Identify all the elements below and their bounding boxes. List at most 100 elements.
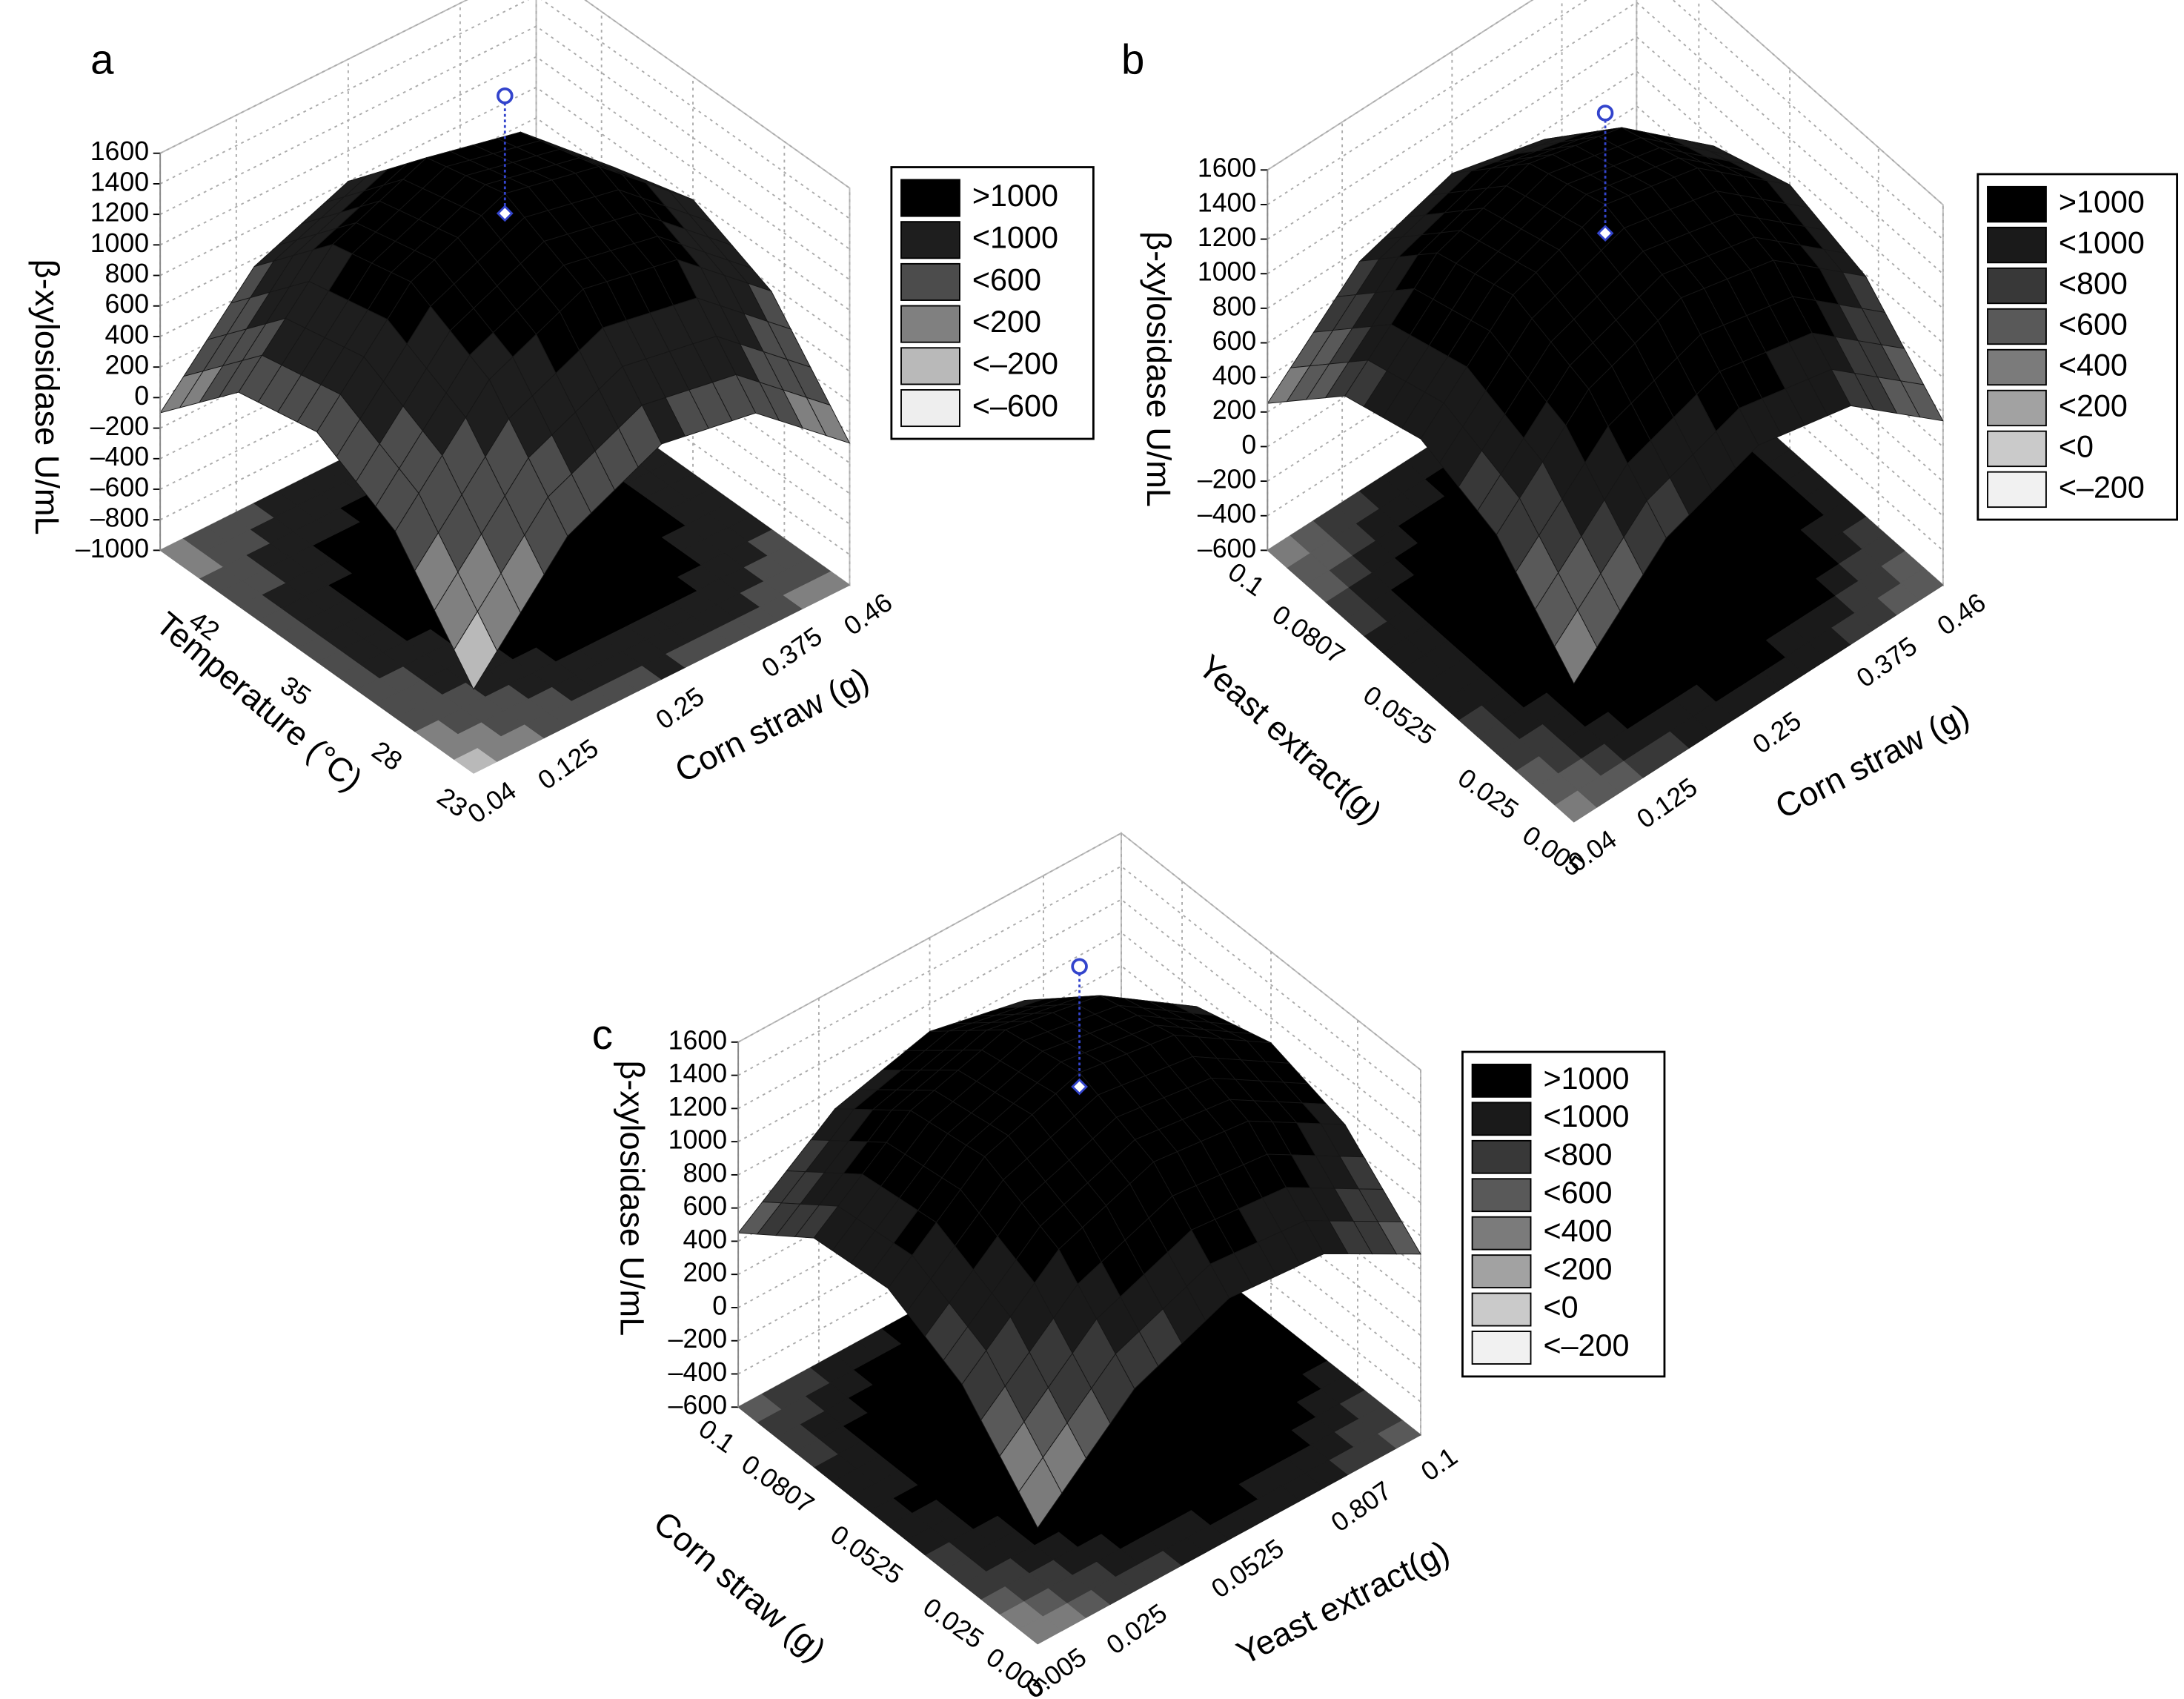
z-tick-label: 600 [105,289,150,319]
x-tick-label: 0.125 [533,733,604,795]
z-tick-label: 1000 [668,1125,727,1155]
x-tick-label: 0.46 [838,587,897,641]
z-tick-label: –400 [668,1357,727,1387]
legend-label: >1000 [1543,1062,1629,1096]
surface-panel: b –600 –400 –200 0 200 400 600 800 1000 1200 1400 16… [1121,0,2179,882]
z-tick-label: 600 [683,1191,728,1221]
grid-line [1267,278,1944,552]
z-tick-label: –200 [1198,465,1256,494]
grid-line [1267,0,1944,205]
legend-label: <400 [1543,1214,1612,1248]
z-tick-label: 0 [134,381,149,411]
legend-swatch [1471,1178,1532,1213]
legend-label: <1000 [1543,1099,1629,1133]
grid-line [737,1097,1421,1337]
legend-swatch [1987,308,2047,345]
legend-label: <800 [1543,1138,1612,1172]
legend-label: <200 [972,305,1041,339]
surface-patch [454,611,498,690]
grid-line [737,932,1421,1170]
legend-label: <1000 [2059,225,2145,259]
z-tick-label: 1400 [668,1059,727,1088]
legend-swatch [900,221,960,259]
legend-label: <200 [1543,1252,1612,1286]
y-tick-label: 28 [367,735,408,777]
panel-label: c [592,1011,613,1058]
legend-label: <0 [2059,429,2094,463]
x-tick-label: 0.46 [1932,587,1991,641]
z-axis-title: β-xylosidase U/mL [614,1060,651,1336]
z-tick-label: 800 [1212,291,1257,321]
legend-swatch [900,347,960,385]
x-tick-label: 0.25 [651,681,710,735]
z-tick-label: 1200 [1198,222,1256,252]
legend-swatch [1471,1102,1532,1136]
z-axis-title: β-xylosidase U/mL [1140,231,1178,507]
panel-label: b [1121,36,1144,82]
z-tick-label: –800 [90,503,149,533]
grid-line [737,865,1421,1104]
y-tick-label: 0.1 [1223,557,1270,602]
legend-label: <600 [2059,307,2128,341]
y-tick-label: 23 [432,782,473,824]
legend-label: <600 [1543,1176,1612,1210]
legend-swatch [900,388,960,428]
surface-panel: a–1000–800–600–400–200020040060080010001… [28,0,1095,829]
grid-line [159,86,851,311]
x-tick-label: 0.375 [757,621,828,683]
grid-line [737,898,1421,1137]
observed-point [1596,105,1614,122]
y-tick-label: 0.025 [1453,763,1524,825]
z-tick-label: 0 [712,1291,727,1320]
z-tick-label: 800 [683,1158,728,1188]
legend-label: <600 [972,262,1041,297]
z-axis-title: β-xylosidase U/mL [28,259,66,535]
legend-swatch [1987,471,2047,509]
grid-line [737,1130,1421,1370]
grid-line [159,0,851,189]
z-tick-label: 400 [105,319,150,349]
legend-label: <200 [2059,388,2128,423]
z-tick-label: 1000 [90,228,149,258]
observed-point [1071,958,1088,976]
z-tick-label: 200 [683,1258,728,1288]
surface-patch [1554,609,1598,685]
z-tick-label: –200 [90,411,149,441]
predicted-point [1071,1078,1088,1096]
z-tick-label: –1000 [76,534,149,563]
y-axis-title: Corn straw (g) [647,1503,834,1669]
z-tick-label: –400 [1198,499,1256,529]
grid-line [159,0,851,219]
z-tick-label: –200 [668,1324,727,1354]
y-tick-label: 0.005 [1517,820,1588,882]
legend-swatch [1987,185,2047,223]
z-tick-label: 1000 [1198,257,1256,287]
x-tick-label: 0.025 [1101,1598,1172,1660]
z-tick-label: 1600 [90,136,149,166]
legend-label: <–600 [972,388,1058,423]
grid-line [1267,1,1944,275]
legend-label: <–200 [972,347,1058,381]
legend-swatch [1471,1139,1532,1174]
z-tick-label: 1400 [90,167,149,196]
z-tick-label: 400 [1212,361,1257,391]
grid-line [1267,243,1944,517]
legend-label: >1000 [972,179,1058,213]
predicted-point [496,205,514,222]
z-tick-label: 1600 [1198,153,1256,183]
legend-label: <–200 [2059,470,2145,504]
grid-line [737,1164,1421,1402]
legend-swatch [900,305,960,343]
legend-label: >1000 [2059,185,2145,219]
x-tick-label: 0.1 [1415,1441,1463,1486]
legend-swatch [1471,1254,1532,1289]
z-tick-label: 400 [683,1225,728,1254]
grid-line [1267,36,1944,309]
z-tick-label: 1400 [1198,188,1256,217]
legend-swatch [1471,1292,1532,1327]
legend-label: <1000 [972,221,1058,255]
legend-label: <400 [2059,348,2128,382]
grid-line [159,56,851,281]
